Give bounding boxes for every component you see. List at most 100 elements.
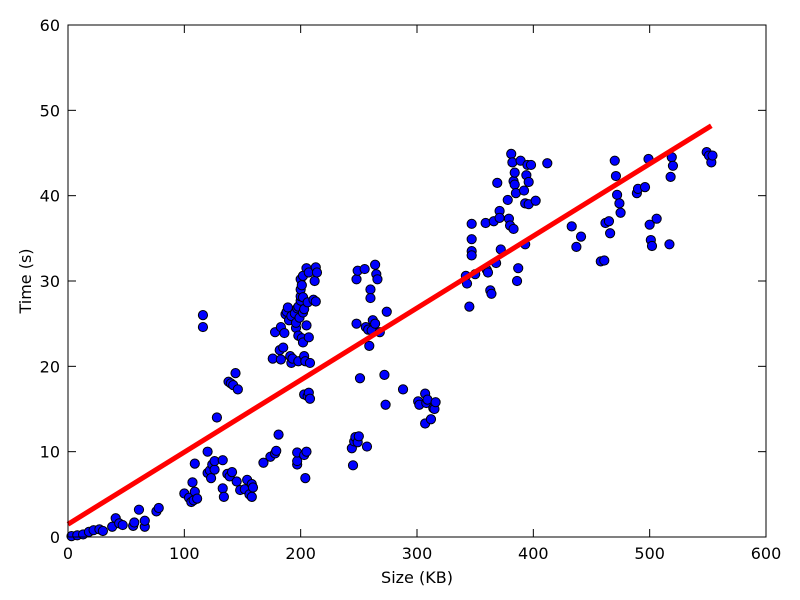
- data-point: [523, 176, 534, 188]
- data-point: [466, 218, 477, 229]
- data-point: [380, 399, 391, 410]
- data-point: [614, 198, 625, 209]
- y-tick-label: 0: [50, 528, 60, 547]
- data-point: [599, 255, 610, 266]
- x-tick-label: 100: [169, 544, 200, 563]
- data-point: [129, 517, 140, 528]
- data-point: [615, 207, 626, 218]
- data-point: [301, 320, 312, 331]
- data-point: [611, 189, 623, 200]
- data-point: [246, 491, 257, 502]
- data-point: [506, 148, 517, 159]
- y-tick-label: 60: [40, 16, 60, 35]
- data-point: [353, 431, 364, 442]
- x-axis-label: Size (KB): [381, 568, 453, 587]
- x-tick-label: 200: [285, 544, 316, 563]
- data-point: [309, 275, 320, 287]
- data-point: [205, 473, 217, 484]
- data-point: [508, 223, 519, 235]
- data-point: [651, 213, 662, 224]
- data-point: [381, 306, 392, 317]
- data-point: [509, 179, 520, 190]
- data-point: [347, 460, 359, 471]
- data-point: [304, 357, 316, 369]
- data-point: [507, 157, 518, 168]
- data-point: [300, 473, 311, 484]
- data-point: [644, 219, 655, 230]
- data-point: [361, 441, 373, 452]
- x-tick-label: 300: [402, 544, 433, 563]
- data-point: [247, 482, 259, 493]
- data-point: [310, 296, 321, 307]
- y-axis-label: Time (s): [16, 248, 35, 314]
- data-point: [359, 263, 370, 275]
- data-point: [365, 292, 376, 304]
- x-tick-label: 400: [518, 544, 549, 563]
- data-point: [509, 167, 520, 178]
- data-point: [303, 332, 314, 343]
- y-axis: 0 10 20 30 40 50 60: [40, 16, 766, 547]
- data-point: [542, 158, 553, 169]
- data-point: [217, 483, 228, 494]
- data-point: [153, 502, 164, 514]
- data-point: [372, 274, 383, 285]
- data-point: [279, 327, 290, 339]
- data-point: [603, 216, 615, 227]
- data-point: [230, 368, 241, 379]
- data-point: [304, 393, 316, 404]
- data-point: [139, 515, 150, 526]
- data-point: [197, 310, 209, 321]
- data-point: [133, 504, 145, 515]
- data-point: [513, 263, 524, 274]
- data-point: [271, 445, 282, 456]
- data-point: [502, 194, 513, 206]
- data-point: [218, 491, 229, 502]
- data-point: [187, 477, 198, 488]
- data-point: [518, 185, 530, 196]
- data-point: [486, 288, 497, 299]
- data-point: [646, 240, 658, 252]
- data-point: [189, 458, 200, 469]
- data-point: [231, 476, 242, 487]
- data-point: [430, 397, 441, 408]
- data-point: [482, 267, 494, 278]
- data-point: [609, 155, 620, 166]
- data-point: [667, 160, 679, 171]
- data-point: [296, 280, 307, 291]
- data-point: [275, 354, 286, 365]
- data-point: [232, 384, 243, 395]
- data-point: [494, 212, 505, 223]
- data-point: [575, 231, 587, 242]
- data-point: [665, 171, 676, 182]
- data-point: [370, 318, 381, 329]
- data-point: [97, 525, 109, 537]
- data-point: [707, 150, 718, 161]
- data-point: [425, 414, 437, 425]
- data-point: [571, 241, 582, 252]
- data-point: [397, 384, 409, 395]
- data-point: [211, 412, 223, 423]
- data-point: [664, 239, 675, 250]
- data-point: [192, 493, 203, 504]
- x-tick-label: 500: [634, 544, 665, 563]
- data-point: [466, 250, 477, 261]
- data-point: [209, 464, 220, 475]
- data-point: [466, 234, 477, 245]
- y-tick-label: 40: [40, 187, 60, 206]
- y-tick-label: 50: [40, 101, 60, 120]
- data-point: [197, 321, 209, 333]
- data-point: [610, 170, 622, 182]
- x-tick-label: 600: [751, 544, 782, 563]
- x-axis: 0 100 200 300 400 500 600: [63, 25, 781, 563]
- trend-line: [66, 123, 713, 527]
- data-point: [202, 446, 213, 457]
- data-point: [258, 457, 269, 468]
- data-point: [217, 455, 228, 466]
- y-tick-label: 10: [40, 443, 60, 462]
- data-point: [351, 318, 362, 329]
- data-point: [639, 182, 651, 193]
- x-tick-label: 0: [63, 544, 73, 563]
- y-tick-label: 30: [40, 272, 60, 291]
- y-tick-label: 20: [40, 357, 60, 376]
